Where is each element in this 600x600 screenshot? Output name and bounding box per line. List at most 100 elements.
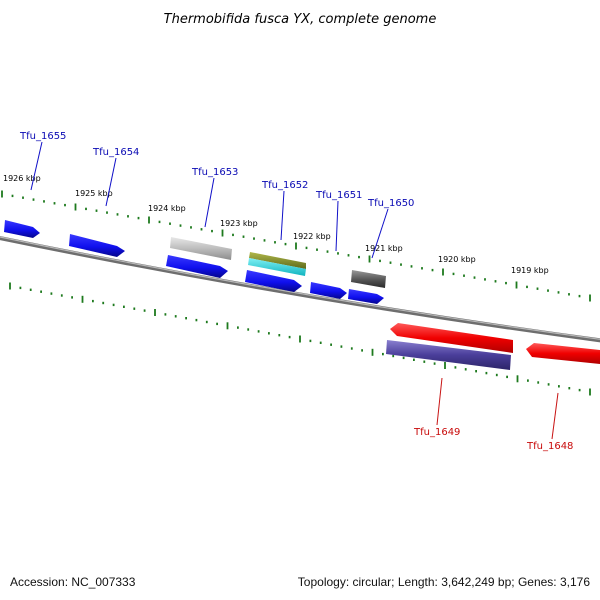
gene-feature-tfu-1653-support — [170, 237, 232, 260]
scale-label-1921: 1921 kbp — [365, 244, 403, 253]
leader-line-tfu-1654 — [105, 157, 117, 207]
scale-tick-bottom-49 — [516, 375, 519, 383]
scale-tick-top-54 — [568, 293, 570, 296]
scale-tick-bottom-2 — [29, 288, 32, 291]
scale-tick-bottom-9 — [102, 301, 105, 305]
scale-tick-top-31 — [326, 250, 329, 253]
scale-tick-top-20 — [211, 229, 213, 233]
scale-label-1920: 1920 kbp — [438, 255, 476, 264]
scale-tick-top-43 — [452, 272, 455, 276]
scale-tick-top-41 — [431, 268, 434, 272]
gene-feature-tfu-1649-support — [386, 340, 511, 370]
genome-backbone — [0, 235, 600, 343]
scale-tick-bottom-34 — [361, 349, 363, 352]
scale-tick-top-46 — [484, 278, 486, 281]
scale-tick-top-18 — [190, 226, 192, 229]
gene-feature-tfu-1651[interactable] — [310, 282, 347, 299]
scale-label-1924: 1924 kbp — [148, 204, 186, 213]
scale-tick-bottom-8 — [92, 299, 94, 303]
scale-tick-bottom-46 — [485, 371, 488, 375]
scale-tick-bottom-50 — [527, 379, 529, 382]
scale-label-1926: 1926 kbp — [3, 174, 41, 183]
scale-tick-top-53 — [557, 291, 560, 294]
gene-feature-tfu-1652-support-b — [248, 258, 306, 276]
scale-tick-bottom-15 — [164, 313, 167, 316]
gene-feature-tfu-1655[interactable] — [4, 220, 40, 238]
scale-tick-bottom-28 — [299, 335, 301, 343]
scale-tick-bottom-35 — [371, 348, 374, 356]
scale-tick-bottom-47 — [495, 373, 498, 377]
scale-tick-top-51 — [536, 287, 539, 290]
scale-tick-bottom-10 — [112, 303, 115, 307]
scale-tick-top-22 — [232, 233, 234, 237]
scale-tick-bottom-45 — [475, 370, 477, 373]
scale-tick-top-24 — [253, 237, 255, 240]
scale-tick-bottom-54 — [568, 387, 571, 390]
gene-feature-tfu-1654[interactable] — [69, 234, 125, 257]
scale-tick-bottom-55 — [578, 388, 581, 392]
scale-tick-top-27 — [284, 242, 287, 246]
scale-tick-top-23 — [242, 235, 245, 238]
scale-tick-bottom-26 — [278, 334, 281, 337]
scale-tick-top-44 — [463, 274, 465, 277]
gene-label-tfu-1655[interactable]: Tfu_1655 — [19, 131, 66, 142]
scale-tick-bottom-42 — [444, 362, 446, 369]
scale-tick-top-34 — [358, 255, 360, 259]
scale-tick-bottom-23 — [247, 328, 250, 331]
scale-tick-bottom-48 — [506, 375, 508, 379]
gene-feature-tfu-1649[interactable] — [390, 323, 513, 353]
scale-tick-top-2 — [22, 196, 24, 199]
leader-line-tfu-1648 — [551, 392, 559, 440]
scale-label-1923: 1923 kbp — [220, 219, 258, 228]
scale-tick-top-5 — [53, 202, 56, 205]
gene-label-tfu-1653[interactable]: Tfu_1653 — [191, 167, 238, 178]
scale-tick-top-55 — [578, 294, 581, 298]
scale-tick-top-19 — [200, 228, 203, 231]
gene-feature-tfu-1652[interactable] — [245, 270, 302, 292]
gene-feature-tfu-1653[interactable] — [166, 255, 228, 278]
accession-text: Accession: NC_007333 — [10, 575, 136, 589]
scale-tick-bottom-6 — [71, 296, 73, 299]
scale-tick-top-16 — [169, 222, 171, 225]
scale-tick-top-3 — [32, 198, 35, 201]
scale-tick-top-0 — [1, 190, 3, 198]
scale-tick-top-9 — [95, 209, 98, 212]
gene-label-tfu-1650[interactable]: Tfu_1650 — [367, 198, 414, 209]
gene-feature-tfu-1648[interactable] — [526, 343, 600, 364]
gene-label-tfu-1652[interactable]: Tfu_1652 — [261, 180, 308, 191]
scale-tick-bottom-33 — [350, 347, 353, 350]
scale-tick-bottom-14 — [154, 309, 156, 316]
scale-tick-bottom-4 — [50, 292, 53, 295]
scale-tick-top-17 — [179, 224, 182, 227]
genome-backbone-highlight — [0, 236, 600, 340]
scale-tick-top-7 — [74, 203, 77, 211]
gene-label-tfu-1654[interactable]: Tfu_1654 — [92, 147, 139, 158]
scale-tick-top-13 — [137, 216, 140, 220]
scale-tick-bottom-3 — [40, 290, 42, 293]
scale-tick-bottom-36 — [382, 352, 384, 356]
leader-line-tfu-1653 — [204, 177, 215, 228]
scale-tick-top-26 — [274, 241, 276, 244]
scale-tick-top-39 — [410, 265, 413, 268]
scale-tick-top-25 — [263, 239, 266, 242]
gene-label-tfu-1648[interactable]: Tfu_1648 — [526, 441, 573, 452]
scale-tick-bottom-52 — [547, 383, 550, 386]
gene-feature-tfu-1650[interactable] — [348, 289, 384, 304]
scale-tick-bottom-18 — [195, 318, 198, 322]
gene-feature-tfu-1652-support-a — [249, 252, 306, 269]
scale-tick-top-4 — [43, 200, 45, 203]
scale-ticks-bottom — [9, 282, 591, 396]
scale-tick-bottom-19 — [205, 320, 208, 324]
gene-label-tfu-1651[interactable]: Tfu_1651 — [315, 190, 362, 201]
gene-label-tfu-1649[interactable]: Tfu_1649 — [413, 427, 460, 438]
scale-tick-bottom-1 — [19, 286, 22, 290]
scale-tick-bottom-12 — [133, 307, 136, 310]
genome-summary-text: Topology: circular; Length: 3,642,249 bp… — [298, 575, 591, 589]
scale-tick-bottom-38 — [402, 356, 405, 360]
scale-tick-bottom-39 — [413, 358, 415, 361]
scale-tick-top-45 — [473, 276, 476, 279]
scale-tick-bottom-37 — [392, 354, 395, 358]
scale-tick-bottom-41 — [433, 362, 436, 365]
scale-tick-bottom-44 — [464, 368, 467, 371]
